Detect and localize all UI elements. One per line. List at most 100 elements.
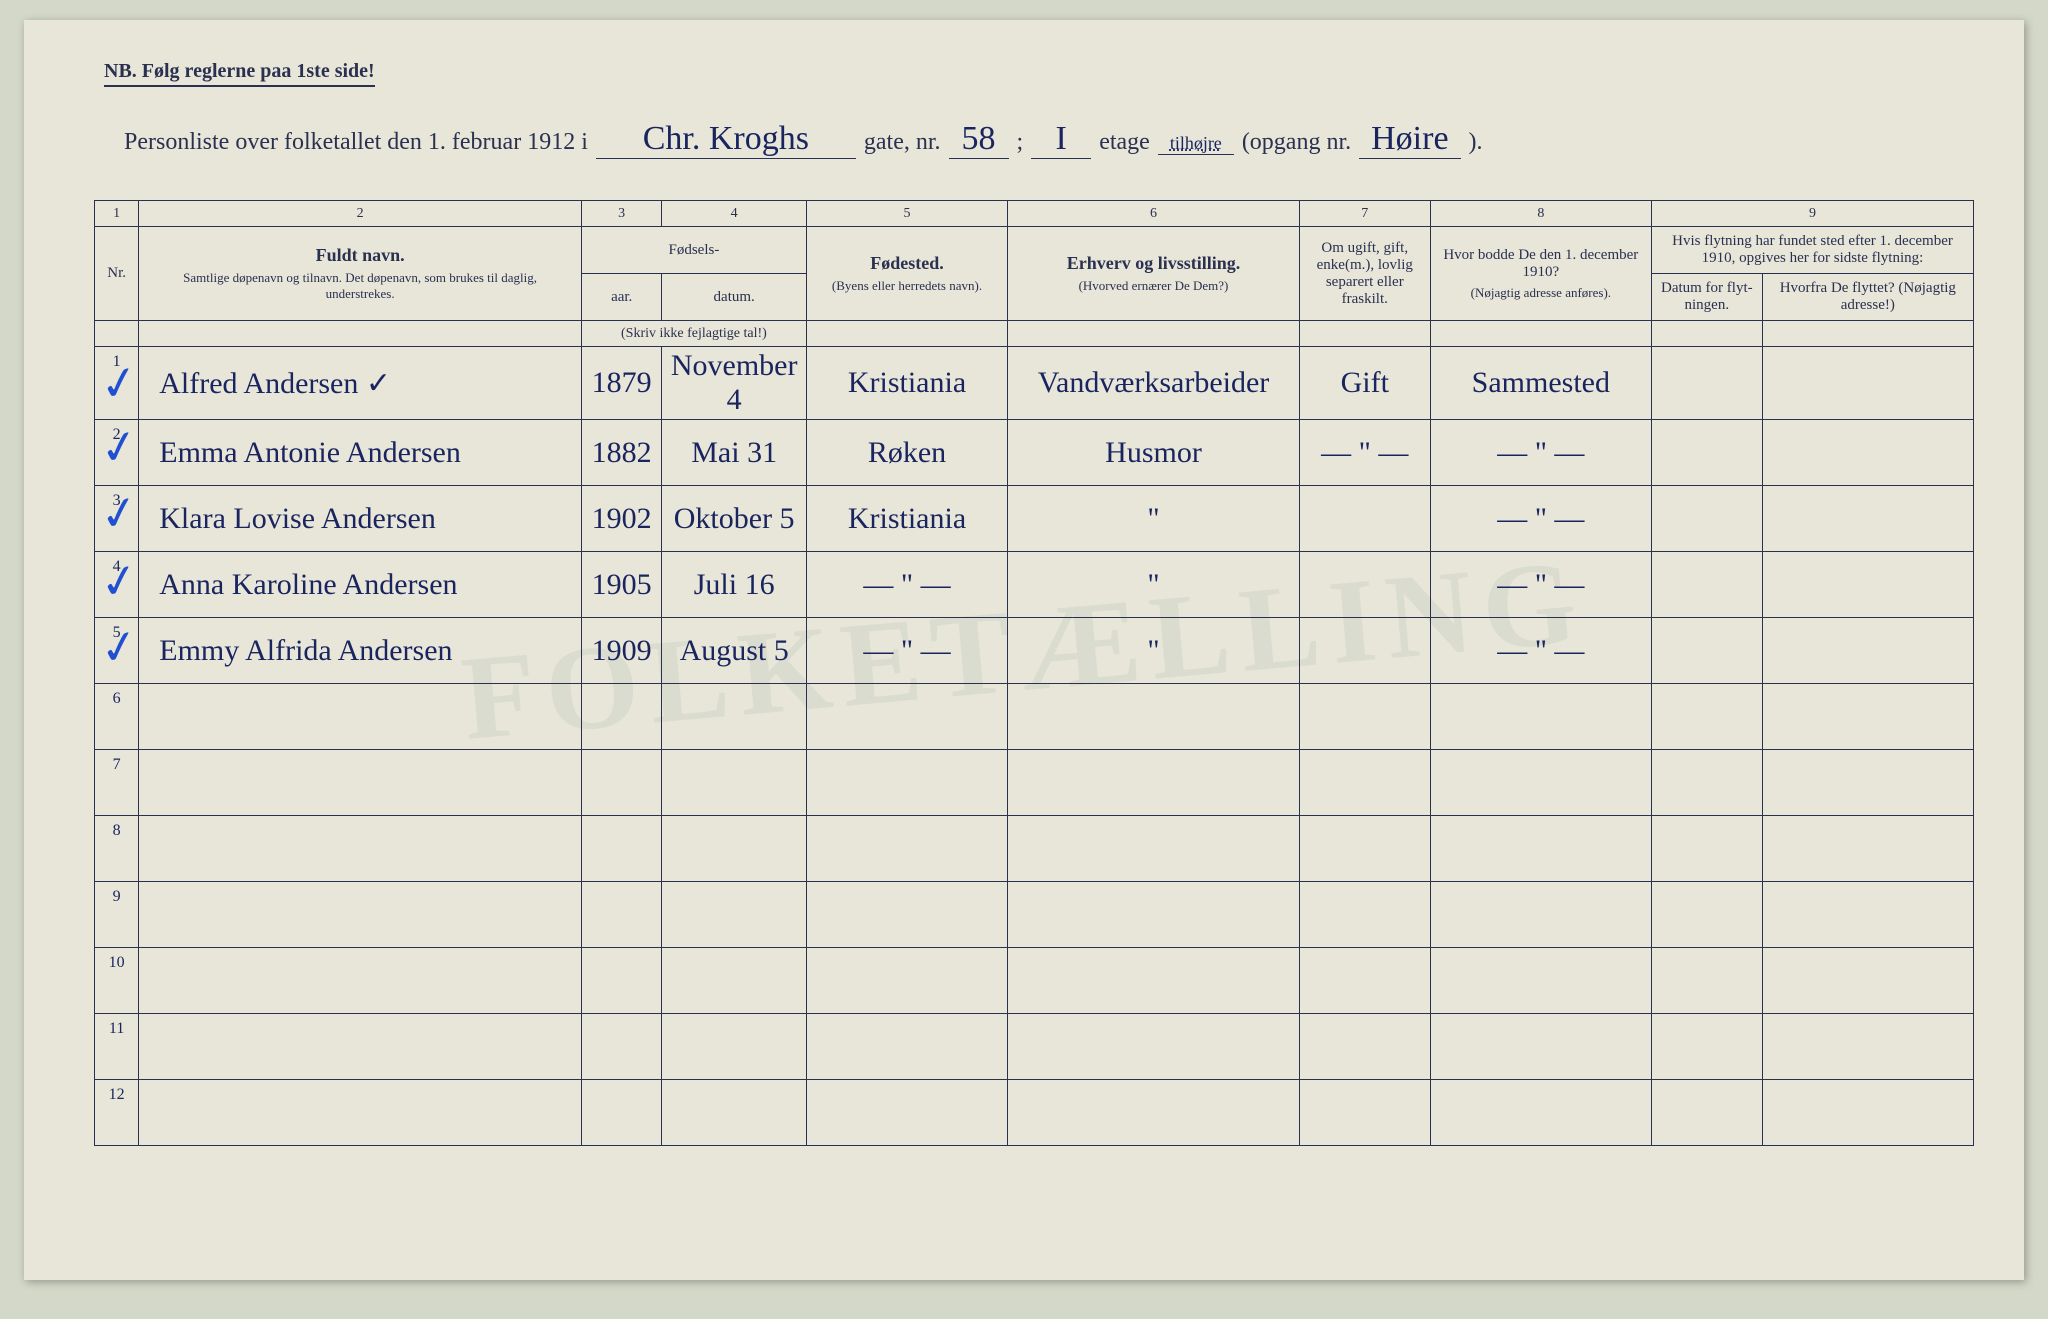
h-aar: aar.	[581, 274, 661, 321]
colnum-5: 5	[806, 201, 1007, 227]
header-line: Personliste over folketallet den 1. febr…	[124, 120, 1964, 159]
name-cell: Anna Karoline Andersen	[139, 552, 582, 618]
date-cell	[662, 816, 806, 882]
nr: 9	[95, 882, 139, 948]
colnum-6: 6	[1008, 201, 1300, 227]
label-gate: gate, nr.	[864, 129, 941, 156]
nr: 11	[95, 1014, 139, 1080]
birthplace-cell	[806, 1080, 1007, 1146]
year-cell	[581, 1080, 661, 1146]
year-cell	[581, 750, 661, 816]
date-cell: Oktober 5	[662, 486, 806, 552]
flytfrom-cell	[1762, 684, 1973, 750]
residence-cell	[1430, 750, 1651, 816]
table-row: 4Anna Karoline Andersen1905Juli 16— " —"…	[95, 552, 1974, 618]
civil-cell	[1299, 1014, 1430, 1080]
h-flytning: Hvis flytning har fundet sted efter 1. d…	[1651, 227, 1973, 274]
side-fill: tilhøjre	[1158, 133, 1234, 155]
table-body: 1Alfred Andersen ✓1879November 4Kristian…	[95, 347, 1974, 1146]
occupation-cell: "	[1008, 552, 1300, 618]
occupation-cell	[1008, 948, 1300, 1014]
residence-cell	[1430, 948, 1651, 1014]
column-number-row: 1 2 3 4 5 6 7 8 9	[95, 201, 1974, 227]
name-cell: Emma Antonie Andersen	[139, 420, 582, 486]
h-fodested: Fødested. (Byens eller herredets navn).	[806, 227, 1007, 321]
flytfrom-cell	[1762, 486, 1973, 552]
year-cell	[581, 882, 661, 948]
flytfrom-cell	[1762, 347, 1973, 420]
h-name: Fuldt navn. Samtlige døpenavn og tilnavn…	[139, 227, 582, 321]
h-aar-note: (Skriv ikke fejlagtige tal!)	[581, 321, 806, 347]
table-row: 2Emma Antonie Andersen1882Mai 31RøkenHus…	[95, 420, 1974, 486]
h-erhverv-s: (Hvorved ernærer De Dem?)	[1016, 278, 1291, 294]
birthplace-cell	[806, 816, 1007, 882]
table-row: 10	[95, 948, 1974, 1014]
name-cell	[139, 1014, 582, 1080]
house-number-fill: 58	[949, 120, 1009, 159]
blank-g	[1651, 321, 1762, 347]
occupation-cell	[1008, 816, 1300, 882]
birthplace-cell	[806, 882, 1007, 948]
colnum-9: 9	[1651, 201, 1973, 227]
h-civil: Om ugift, gift, enke(m.), lovlig separer…	[1299, 227, 1430, 321]
table-row: 7	[95, 750, 1974, 816]
civil-cell	[1299, 618, 1430, 684]
blank-f	[1430, 321, 1651, 347]
nb-instruction: NB. Følg reglerne paa 1ste side!	[104, 60, 375, 87]
blank-b	[139, 321, 582, 347]
year-cell: 1905	[581, 552, 661, 618]
flytdate-cell	[1651, 684, 1762, 750]
birthplace-cell: Kristiania	[806, 486, 1007, 552]
name-cell	[139, 948, 582, 1014]
flytdate-cell	[1651, 948, 1762, 1014]
flytfrom-cell	[1762, 420, 1973, 486]
civil-cell	[1299, 750, 1430, 816]
name-cell	[139, 882, 582, 948]
h-datum: datum.	[662, 274, 806, 321]
table-row: 8	[95, 816, 1974, 882]
occupation-cell	[1008, 750, 1300, 816]
blank-e	[1299, 321, 1430, 347]
flytdate-cell	[1651, 347, 1762, 420]
year-cell: 1879	[581, 347, 661, 420]
flytdate-cell	[1651, 618, 1762, 684]
civil-cell	[1299, 552, 1430, 618]
colnum-2: 2	[139, 201, 582, 227]
residence-cell	[1430, 816, 1651, 882]
birthplace-cell: — " —	[806, 552, 1007, 618]
flytfrom-cell	[1762, 948, 1973, 1014]
h-bodde-t: Hvor bodde De den 1. december 1910?	[1443, 247, 1638, 280]
census-page: FOLKETÆLLING NB. Følg reglerne paa 1ste …	[24, 20, 2024, 1280]
residence-cell: — " —	[1430, 618, 1651, 684]
year-cell	[581, 1014, 661, 1080]
h-erhverv: Erhverv og livsstilling. (Hvorved ernære…	[1008, 227, 1300, 321]
label-etage: etage	[1099, 129, 1150, 156]
occupation-cell	[1008, 882, 1300, 948]
blank-a	[95, 321, 139, 347]
birthplace-cell: Røken	[806, 420, 1007, 486]
residence-cell	[1430, 684, 1651, 750]
residence-cell: Sammested	[1430, 347, 1651, 420]
h-erhverv-t: Erhverv og livsstilling.	[1067, 253, 1241, 273]
flytfrom-cell	[1762, 552, 1973, 618]
close-paren: ).	[1469, 129, 1483, 156]
birthplace-cell: Kristiania	[806, 347, 1007, 420]
nr: 10	[95, 948, 139, 1014]
date-cell: August 5	[662, 618, 806, 684]
h-name-sub: Samtlige døpenavn og tilnavn. Det døpena…	[147, 270, 573, 302]
civil-cell: Gift	[1299, 347, 1430, 420]
floor-fill: I	[1031, 120, 1091, 159]
nr: 6	[95, 684, 139, 750]
blank-c	[806, 321, 1007, 347]
h-nr: Nr.	[95, 227, 139, 321]
date-cell	[662, 882, 806, 948]
year-cell: 1902	[581, 486, 661, 552]
header-row-3: (Skriv ikke fejlagtige tal!)	[95, 321, 1974, 347]
table-row: 12	[95, 1080, 1974, 1146]
residence-cell: — " —	[1430, 420, 1651, 486]
header-row-1: Nr. Fuldt navn. Samtlige døpenavn og til…	[95, 227, 1974, 274]
street-name-fill: Chr. Kroghs	[596, 120, 856, 159]
name-cell: Alfred Andersen ✓	[139, 347, 582, 420]
birthplace-cell: — " —	[806, 618, 1007, 684]
flytdate-cell	[1651, 552, 1762, 618]
